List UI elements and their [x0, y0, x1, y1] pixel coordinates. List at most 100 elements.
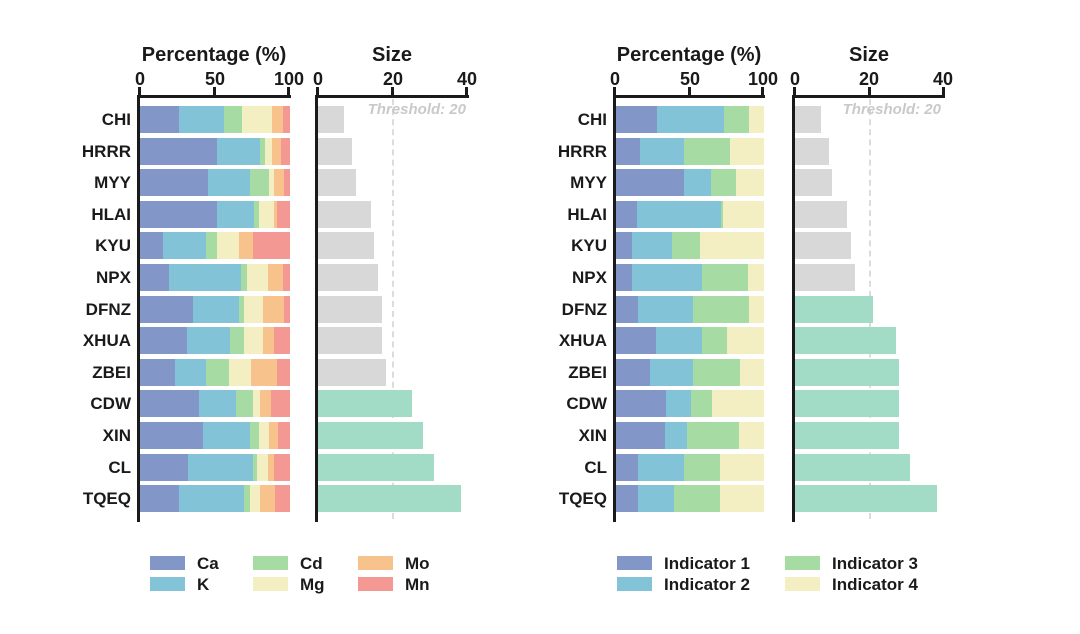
category-label: DFNZ — [561, 300, 607, 319]
bar-segment-indicator-2 — [655, 327, 702, 354]
bar-segment-mo — [267, 264, 283, 291]
bar-segment-mn — [281, 138, 290, 165]
legend-label: Cd — [300, 554, 323, 573]
size-bar — [318, 296, 382, 323]
legend-swatch-ca — [150, 556, 185, 570]
left-percentage-title: Percentage (%) — [141, 44, 287, 66]
bar-segment-indicator-4 — [738, 422, 764, 449]
bar-segment-indicator-3 — [684, 138, 730, 165]
left-size-top-axis — [315, 95, 469, 98]
left-size-tickmark-20 — [391, 87, 394, 95]
bar-segment-cd — [240, 264, 247, 291]
category-label: HLAI — [567, 205, 607, 224]
bar-segment-indicator-3 — [721, 201, 723, 228]
bar-segment-indicator-3 — [701, 264, 748, 291]
bar-segment-ca — [140, 106, 179, 133]
bar-segment-cd — [252, 454, 257, 481]
category-label: CDW — [90, 394, 131, 413]
legend-label: Indicator 1 — [664, 554, 750, 573]
left-percentage-tickmark-100 — [287, 87, 290, 95]
bar-segment-indicator-1 — [616, 201, 637, 228]
bar-segment-mn — [252, 232, 290, 259]
right-percentage-tick-50: 50 — [679, 69, 701, 89]
left-size-y-axis — [315, 95, 318, 522]
bar-segment-indicator-2 — [666, 390, 692, 417]
bar-segment-ca — [140, 327, 187, 354]
legend-swatch-mo — [358, 556, 393, 570]
bar-segment-indicator-4 — [712, 390, 764, 417]
bar-segment-mg — [249, 485, 260, 512]
category-label: XIN — [578, 426, 607, 445]
right-percentage-tickmark-50 — [688, 87, 691, 95]
bar-segment-ca — [140, 359, 175, 386]
bar-segment-indicator-4 — [727, 327, 764, 354]
bar-segment-indicator-1 — [616, 422, 665, 449]
right-percentage-tick-100: 100 — [747, 69, 779, 89]
bar-segment-mg — [258, 201, 274, 228]
bar-segment-ca — [140, 169, 208, 196]
left-percentage-tick-50: 50 — [204, 69, 226, 89]
legend-swatch-mn — [358, 577, 393, 591]
right-size-y-axis — [792, 95, 795, 522]
size-bar — [795, 454, 911, 481]
category-label: MYY — [570, 173, 607, 192]
bar-segment-k — [168, 264, 241, 291]
legend-label: Mo — [405, 554, 430, 573]
legend-swatch-indicator-1 — [617, 556, 652, 570]
bar-segment-indicator-1 — [616, 232, 633, 259]
bar-segment-indicator-4 — [722, 201, 764, 228]
right-size-top-axis — [792, 95, 945, 98]
left-percentage-tick-0: 0 — [134, 69, 145, 89]
size-bar — [795, 485, 937, 512]
bar-segment-indicator-4 — [740, 359, 764, 386]
bar-segment-mn — [278, 422, 290, 449]
bar-segment-indicator-3 — [687, 422, 739, 449]
legend-label: K — [197, 575, 210, 594]
category-label: CHI — [101, 110, 131, 129]
right-size-tick-40: 40 — [932, 69, 954, 89]
bar-segment-ca — [140, 201, 217, 228]
bar-segment-mg — [257, 454, 268, 481]
bar-segment-indicator-3 — [701, 327, 727, 354]
bar-segment-indicator-3 — [673, 485, 720, 512]
left-percentage-y-axis — [137, 95, 140, 522]
bar-segment-indicator-2 — [657, 106, 725, 133]
bar-segment-ca — [140, 454, 188, 481]
left-threshold-label: Threshold: 20 — [367, 101, 466, 118]
right-percentage-tick-0: 0 — [609, 69, 620, 89]
left-size-tickmark-0 — [316, 87, 319, 95]
bar-segment-mn — [282, 264, 290, 291]
bar-segment-k — [179, 106, 224, 133]
bar-segment-indicator-2 — [638, 454, 685, 481]
bar-segment-k — [198, 390, 236, 417]
category-label: HLAI — [91, 205, 131, 224]
size-bar — [318, 454, 435, 481]
category-label: HRRR — [81, 142, 131, 161]
category-label: NPX — [96, 268, 131, 287]
right-percentage-top-axis — [613, 95, 765, 98]
bar-segment-indicator-3 — [692, 359, 741, 386]
size-bar — [795, 264, 855, 291]
bar-segment-mo — [267, 454, 274, 481]
size-bar — [318, 138, 352, 165]
size-bar — [795, 106, 822, 133]
bar-segment-ca — [140, 296, 193, 323]
left-size-tick-0: 0 — [312, 69, 323, 89]
bar-segment-cd — [236, 390, 253, 417]
category-label: KYU — [95, 236, 131, 255]
bar-segment-cd — [230, 327, 244, 354]
right-threshold-label: Threshold: 20 — [842, 101, 941, 118]
bar-segment-indicator-1 — [616, 454, 639, 481]
left-percentage-tickmark-50 — [213, 87, 216, 95]
legend-label: Mn — [405, 575, 430, 594]
size-bar — [318, 327, 382, 354]
category-label: CDW — [566, 394, 607, 413]
category-label: TQEQ — [558, 489, 607, 508]
bar-segment-indicator-1 — [616, 390, 667, 417]
bar-segment-cd — [249, 169, 269, 196]
bar-segment-mo — [260, 390, 271, 417]
category-label: HRRR — [557, 142, 607, 161]
bar-segment-indicator-2 — [632, 264, 702, 291]
legend-swatch-mg — [253, 577, 288, 591]
